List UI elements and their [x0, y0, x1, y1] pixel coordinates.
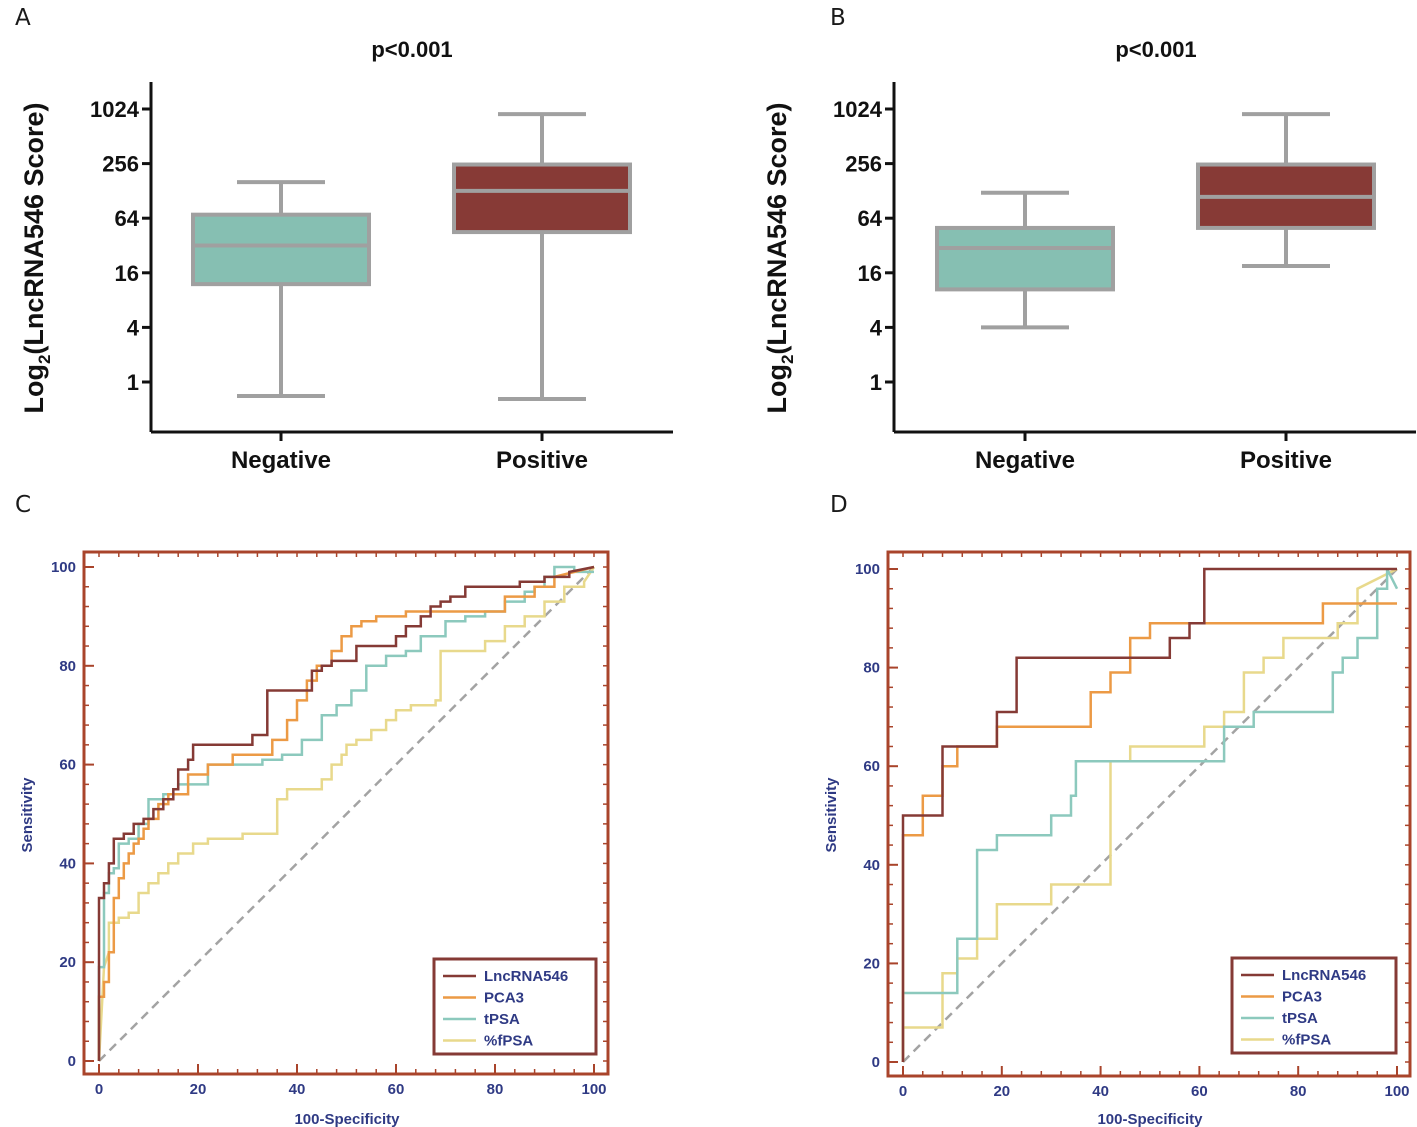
- reference-diagonal: [902, 568, 1398, 1063]
- y-tick-label: 20: [59, 954, 76, 971]
- legend-label-lncrna546: LncRNA546: [484, 968, 568, 985]
- y-tick-label: 0: [68, 1053, 76, 1070]
- y-tick-label: 1: [870, 370, 882, 395]
- roc-c-xlabel: 100-Specificity: [294, 1111, 400, 1127]
- roc-c-axes: 0 20 40 60 80 100 0 20 40 60 80 100: [51, 550, 610, 1098]
- category-label-positive: Positive: [1240, 447, 1332, 474]
- roc-curve-lncrna546: [901, 567, 1397, 1062]
- roc-d-ylabel: Sensitivity: [823, 777, 840, 853]
- panel-letter-a: A: [15, 5, 31, 31]
- y-tick-label: 20: [863, 955, 880, 972]
- roc-c-ylabel: Sensitivity: [19, 777, 36, 853]
- y-tick-label: 1: [127, 370, 139, 395]
- category-label-positive: Positive: [496, 447, 588, 474]
- plot-frame: [886, 550, 1412, 1078]
- boxplot-a-ylabel: Log2(LncRNA546 Score): [19, 102, 54, 413]
- x-tick-label: 60: [1191, 1083, 1208, 1100]
- y-tick-label: 64: [115, 206, 140, 231]
- category-label-negative: Negative: [975, 447, 1075, 474]
- negative-box: [935, 225, 1115, 292]
- legend-label-tpsa: tPSA: [1282, 1010, 1318, 1027]
- y-tick-label: 16: [115, 261, 139, 286]
- category-label-negative: Negative: [231, 447, 331, 474]
- legend-label-pct-fpsa: %fPSA: [1282, 1032, 1331, 1049]
- boxplot-panel-a: p<0.001 Log2(LncRNA546 Score) 1416642561…: [19, 37, 673, 474]
- x-tick-label: 20: [190, 1081, 207, 1098]
- y-tick-label: 4: [127, 315, 140, 340]
- panel-letter-d: D: [830, 492, 848, 518]
- legend-label-lncrna546: LncRNA546: [1282, 967, 1366, 984]
- x-tick-label: 100: [1384, 1083, 1409, 1100]
- x-tick-label: 0: [95, 1081, 103, 1098]
- y-tick-label: 80: [863, 660, 880, 677]
- y-tick-label: 100: [51, 559, 76, 576]
- x-tick-label: 0: [899, 1083, 907, 1100]
- boxplot-b-ylabel: Log2(LncRNA546 Score): [762, 102, 797, 413]
- boxplot-a-marks: [191, 112, 632, 401]
- y-tick-label: 1024: [833, 97, 883, 122]
- positive-box: [452, 162, 632, 235]
- roc-d-legend: LncRNA546 PCA3 tPSA %fPSA: [1230, 956, 1398, 1055]
- roc-c-curves: [97, 565, 596, 1062]
- legend-label-pct-fpsa: %fPSA: [484, 1033, 533, 1050]
- negative-box: [191, 212, 371, 287]
- legend-label-pca3: PCA3: [1282, 989, 1322, 1006]
- roc-d-axes: 0 20 40 60 80 100 0 20 40 60 80 100: [855, 550, 1412, 1100]
- boxplot-b-axes: 1 4 16 64 256 1024 Negative Positive: [833, 82, 1416, 474]
- y-tick-label: 64: [858, 206, 883, 231]
- legend-label-pca3: PCA3: [484, 990, 524, 1007]
- y-tick-label: 0: [872, 1054, 880, 1071]
- y-tick-label: 4: [870, 315, 883, 340]
- boxplot-a-title: p<0.001: [371, 37, 452, 62]
- x-tick-label: 40: [289, 1081, 306, 1098]
- roc-panel-d: Sensitivity 100-Specificity 0 20 40 60 80 100…: [823, 550, 1412, 1127]
- y-tick-label: 60: [59, 757, 76, 774]
- panel-letter-c: C: [15, 492, 31, 518]
- y-tick-label: 40: [863, 857, 880, 874]
- x-tick-label: 60: [388, 1081, 405, 1098]
- reference-diagonal: [98, 566, 595, 1062]
- roc-curve-pca3: [97, 565, 595, 1061]
- roc-curve-tpsa: [97, 565, 594, 1061]
- panel-letter-b: B: [830, 5, 846, 31]
- roc-curve-lncrna546: [97, 565, 595, 1061]
- roc-d-curves: [901, 567, 1399, 1063]
- y-tick-label: 80: [59, 658, 76, 675]
- roc-d-xlabel: 100-Specificity: [1097, 1111, 1203, 1127]
- legend-label-tpsa: tPSA: [484, 1011, 520, 1028]
- roc-curve-tpsa: [901, 568, 1399, 1062]
- boxplot-b-marks: [935, 112, 1376, 330]
- roc-c-legend: LncRNA546 PCA3 tPSA %fPSA: [432, 957, 598, 1056]
- y-tick-label: 100: [855, 561, 880, 578]
- x-tick-label: 40: [1092, 1083, 1109, 1100]
- x-tick-label: 100: [581, 1081, 606, 1098]
- y-tick-label: 256: [845, 152, 882, 177]
- x-tick-label: 80: [1290, 1083, 1307, 1100]
- x-tick-label: 80: [487, 1081, 504, 1098]
- roc-curve-pct-fpsa: [97, 566, 596, 1062]
- y-tick-label: 16: [858, 261, 882, 286]
- boxplot-b-title: p<0.001: [1115, 37, 1196, 62]
- y-tick-label: 40: [59, 855, 76, 872]
- y-tick-label: 256: [102, 152, 139, 177]
- x-tick-label: 20: [993, 1083, 1010, 1100]
- plot-frame: [82, 550, 610, 1076]
- y-tick-label: 60: [863, 758, 880, 775]
- boxplot-panel-b: p<0.001 Log2(LncRNA546 Score) 1416642561…: [762, 37, 1416, 474]
- boxplot-a-axes: 1 4 16 64 256 1024 Negative Positive: [90, 82, 673, 474]
- y-tick-label: 1024: [90, 97, 140, 122]
- roc-panel-c: Sensitivity 100-Specificity 0 20 40 60 80 100…: [19, 550, 610, 1127]
